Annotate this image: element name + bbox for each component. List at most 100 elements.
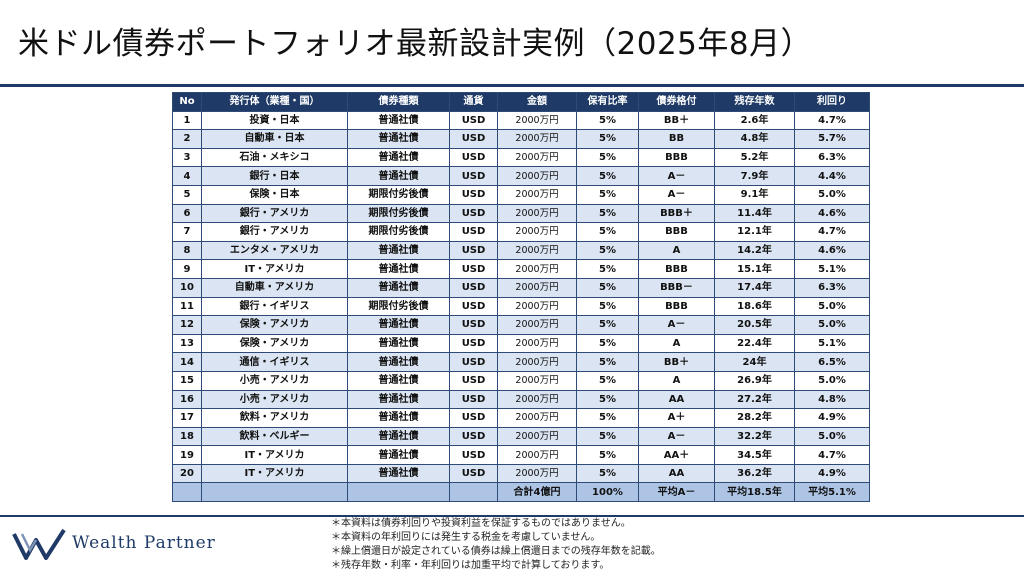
header-holding-ratio: 保有比率 [576, 92, 639, 112]
table-row: 12 保険・アメリカ 普通社債 USD 2000万円 5% A－ 20.5年 5.0% [172, 315, 870, 335]
table-row: 7 銀行・アメリカ 期限付劣後債 USD 2000万円 5% BBB 12.1年 4.7% [172, 222, 870, 242]
table-header-row: No 発行体（業種・国） 債券種類 通貨 金額 保有比率 債券格付 残存年数 利… [172, 92, 870, 112]
cell-no: 14 [172, 352, 202, 372]
cell-remaining-years: 11.4年 [714, 203, 795, 224]
cell-no: 5 [172, 184, 202, 205]
cell-amount: 2000万円 [497, 110, 577, 131]
cell-bond-type: 普通社債 [347, 333, 450, 354]
cell-holding-ratio: 5% [576, 129, 639, 149]
bond-portfolio-table: No 発行体（業種・国） 債券種類 通貨 金額 保有比率 債券格付 残存年数 利… [172, 92, 870, 503]
total-holding-ratio: 100% [576, 482, 639, 503]
cell-currency: USD [449, 445, 498, 465]
note-line: ＊本資料は債券利回りや投資利益を保証するものではありません。 [331, 518, 631, 529]
cell-issuer: 飲料・ベルギー [201, 426, 348, 447]
cell-yield: 4.7% [794, 445, 870, 465]
cell-amount: 2000万円 [497, 408, 577, 428]
cell-bond-type: 普通社債 [347, 463, 450, 484]
cell-holding-ratio: 5% [576, 408, 639, 428]
cell-yield: 5.0% [794, 184, 870, 205]
cell-remaining-years: 20.5年 [714, 315, 795, 335]
cell-currency: USD [449, 277, 498, 298]
brand-name: Wealth Partner [72, 533, 216, 553]
cell-currency: USD [449, 259, 498, 279]
cell-issuer: 保険・アメリカ [201, 315, 348, 335]
cell-currency: USD [449, 370, 498, 391]
cell-holding-ratio: 5% [576, 426, 639, 447]
table-row: 9 IT・アメリカ 普通社債 USD 2000万円 5% BBB 15.1年 5.1% [172, 259, 870, 279]
cell-holding-ratio: 5% [576, 240, 639, 261]
cell-no: 11 [172, 296, 202, 317]
cell-rating: BB [638, 129, 715, 149]
table-row: 5 保険・日本 期限付劣後債 USD 2000万円 5% A－ 9.1年 5.0% [172, 184, 870, 205]
table-row: 1 投資・日本 普通社債 USD 2000万円 5% BB＋ 2.6年 4.7% [172, 110, 870, 131]
cell-yield: 5.0% [794, 315, 870, 335]
cell-holding-ratio: 5% [576, 147, 639, 168]
cell-yield: 5.0% [794, 370, 870, 391]
header-remaining-years: 残存年数 [714, 92, 795, 112]
cell-issuer: 保険・アメリカ [201, 333, 348, 354]
cell-yield: 5.7% [794, 129, 870, 149]
cell-issuer: 石油・メキシコ [201, 147, 348, 168]
cell-currency: USD [449, 389, 498, 410]
cell-remaining-years: 34.5年 [714, 445, 795, 465]
cell-remaining-years: 18.6年 [714, 296, 795, 317]
cell-bond-type: 普通社債 [347, 147, 450, 168]
cell-issuer: 銀行・アメリカ [201, 222, 348, 242]
cell-remaining-years: 14.2年 [714, 240, 795, 261]
cell-amount: 2000万円 [497, 277, 577, 298]
cell-currency: USD [449, 352, 498, 372]
cell-remaining-years: 5.2年 [714, 147, 795, 168]
table-row: 3 石油・メキシコ 普通社債 USD 2000万円 5% BBB 5.2年 6.3% [172, 147, 870, 168]
cell-bond-type: 普通社債 [347, 426, 450, 447]
cell-remaining-years: 32.2年 [714, 426, 795, 447]
cell-holding-ratio: 5% [576, 259, 639, 279]
total-currency [449, 482, 498, 503]
cell-no: 12 [172, 315, 202, 335]
cell-amount: 2000万円 [497, 222, 577, 242]
cell-rating: AA [638, 389, 715, 410]
cell-bond-type: 普通社債 [347, 352, 450, 372]
cell-remaining-years: 27.2年 [714, 389, 795, 410]
cell-no: 18 [172, 426, 202, 447]
cell-remaining-years: 2.6年 [714, 110, 795, 131]
cell-yield: 4.8% [794, 389, 870, 410]
cell-currency: USD [449, 166, 498, 186]
cell-holding-ratio: 5% [576, 277, 639, 298]
cell-holding-ratio: 5% [576, 333, 639, 354]
cell-no: 7 [172, 222, 202, 242]
total-rating: 平均A－ [638, 482, 715, 503]
cell-rating: BB＋ [638, 352, 715, 372]
cell-no: 2 [172, 129, 202, 149]
cell-amount: 2000万円 [497, 315, 577, 335]
table-row: 2 自動車・日本 普通社債 USD 2000万円 5% BB 4.8年 5.7% [172, 129, 870, 149]
cell-issuer: IT・アメリカ [201, 463, 348, 484]
cell-remaining-years: 12.1年 [714, 222, 795, 242]
cell-rating: BBB [638, 259, 715, 279]
cell-amount: 2000万円 [497, 426, 577, 447]
cell-amount: 2000万円 [497, 352, 577, 372]
cell-holding-ratio: 5% [576, 389, 639, 410]
cell-amount: 2000万円 [497, 463, 577, 484]
cell-remaining-years: 7.9年 [714, 166, 795, 186]
cell-yield: 5.1% [794, 333, 870, 354]
cell-rating: A [638, 370, 715, 391]
cell-yield: 4.7% [794, 110, 870, 131]
header-rating: 債券格付 [638, 92, 715, 112]
cell-issuer: 小売・アメリカ [201, 389, 348, 410]
cell-yield: 6.5% [794, 352, 870, 372]
cell-currency: USD [449, 296, 498, 317]
cell-bond-type: 期限付劣後債 [347, 222, 450, 242]
cell-bond-type: 普通社債 [347, 370, 450, 391]
disclaimer-notes: ＊本資料は債券利回りや投資利益を保証するものではありません。 ＊本資料の年利回り… [331, 517, 661, 573]
cell-rating: BBB [638, 222, 715, 242]
cell-bond-type: 期限付劣後債 [347, 296, 450, 317]
header-no: No [172, 92, 202, 112]
cell-yield: 4.9% [794, 463, 870, 484]
cell-issuer: 保険・日本 [201, 184, 348, 205]
w-logo-icon [12, 528, 66, 560]
cell-bond-type: 普通社債 [347, 408, 450, 428]
cell-issuer: 投資・日本 [201, 110, 348, 131]
cell-rating: A＋ [638, 408, 715, 428]
cell-no: 19 [172, 445, 202, 465]
cell-issuer: 自動車・日本 [201, 129, 348, 149]
